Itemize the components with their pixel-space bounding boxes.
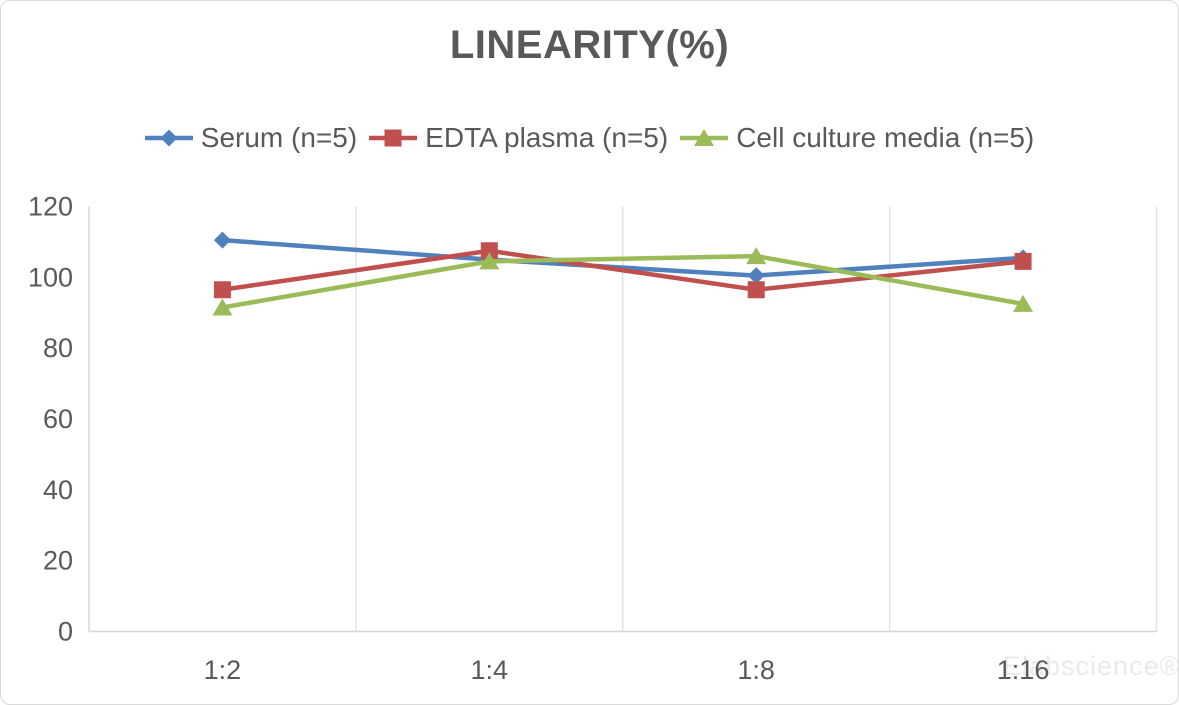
legend-item-cell-culture-media: Cell culture media (n=5) [680, 122, 1034, 154]
legend-marker-diamond-icon [144, 129, 193, 147]
legend-item-serum: Serum (n=5) [144, 122, 358, 154]
marker-serum-1:16 [1014, 249, 1032, 267]
marker-serum-1:4 [480, 251, 498, 269]
legend-item-edta-plasma: EDTA plasma (n=5) [369, 122, 668, 154]
y-tick-label: 20 [43, 546, 73, 576]
marker-cell-culture-media-1:4 [479, 252, 500, 270]
watermark: Elabscience® [1003, 651, 1179, 681]
marker-cell-culture-media-1:2 [212, 298, 233, 316]
y-tick-label: 80 [43, 333, 73, 363]
marker-cell-culture-media-1:8 [746, 247, 767, 265]
legend-label: Serum (n=5) [200, 122, 358, 153]
y-tick-label: 100 [28, 262, 73, 292]
marker-edta-plasma-1:8 [747, 281, 765, 299]
series-line-serum [222, 237, 1024, 278]
x-tick-label: 1:2 [204, 655, 242, 685]
marker-edta-plasma-1:2 [213, 281, 231, 299]
y-tick-label: 0 [58, 617, 73, 647]
legend-marker-square-icon [369, 129, 418, 147]
y-tick-label: 120 [28, 192, 73, 222]
marker-edta-plasma-1:16 [1014, 252, 1032, 270]
series-line-edta-plasma [222, 248, 1024, 292]
marker-serum-1:8 [747, 267, 765, 285]
marker-serum-1:2 [213, 231, 231, 249]
marker-edta-plasma-1:4 [480, 242, 498, 260]
legend-label: EDTA plasma (n=5) [425, 122, 669, 153]
x-tick-label: 1:4 [471, 655, 509, 685]
chart-legend: Serum (n=5) EDTA plasma (n=5) Cell culture… [1, 122, 1178, 154]
legend-label: Cell culture media (n=5) [736, 122, 1035, 153]
legend-marker-triangle-icon [680, 129, 729, 146]
y-tick-label: 40 [43, 475, 73, 505]
y-tick-label: 60 [43, 404, 73, 434]
series-line-cell-culture-media [222, 253, 1024, 310]
x-tick-label: 1:8 [737, 655, 775, 685]
marker-cell-culture-media-1:16 [1013, 294, 1034, 312]
chart-title: LINEARITY(%) [449, 23, 730, 67]
